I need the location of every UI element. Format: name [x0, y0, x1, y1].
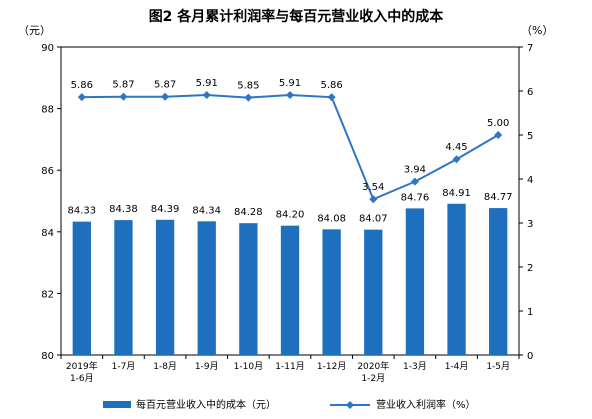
profit-rate-point — [244, 93, 253, 102]
x-axis-category-label: 2020年 — [357, 360, 389, 372]
x-axis-category-label: 2019年 — [66, 360, 98, 372]
cost-bar — [322, 229, 341, 355]
profit-rate-point — [286, 90, 294, 99]
profit-rate-label: 5.91 — [196, 78, 218, 89]
profit-rate-label: 5.87 — [154, 80, 176, 91]
left-axis-tick-label: 84 — [41, 228, 54, 239]
cost-bar — [280, 225, 300, 355]
legend-bar-label: 每百元营业收入中的成本（元） — [136, 398, 276, 411]
x-axis-category-label: 1-9月 — [195, 361, 219, 372]
x-axis-category-label: 1-6月 — [70, 373, 94, 384]
cost-bar — [447, 203, 466, 355]
x-axis-category-label: 1-3月 — [403, 361, 427, 372]
cost-bar-label: 84.77 — [484, 192, 513, 203]
left-axis-unit: （元） — [18, 24, 51, 37]
right-axis-tick-label: 4 — [527, 175, 533, 186]
profit-rate-label: 5.91 — [279, 78, 301, 89]
x-axis-category-label: 1-5月 — [486, 361, 510, 372]
profit-rate-point — [77, 93, 86, 102]
cost-bar — [155, 219, 175, 355]
profit-rate-point — [410, 177, 419, 186]
right-axis-tick-label: 3 — [527, 219, 533, 230]
profit-rate-point — [119, 92, 128, 101]
left-axis-tick-label: 86 — [41, 166, 54, 177]
x-axis-category-label: 1-7月 — [112, 361, 136, 372]
x-axis-category-label: 1-8月 — [153, 361, 177, 372]
cost-bar-label: 84.39 — [151, 204, 180, 215]
right-axis-tick-label: 0 — [527, 351, 533, 362]
x-axis-category-label: 1-11月 — [275, 361, 304, 372]
right-axis-tick-label: 2 — [527, 263, 533, 274]
left-axis-tick-label: 90 — [41, 43, 54, 54]
profit-rate-label: 4.45 — [445, 142, 467, 153]
cost-bar-label: 84.20 — [276, 210, 305, 221]
cost-bar-label: 84.34 — [192, 205, 221, 216]
cost-bar — [72, 221, 91, 355]
profit-rate-point — [369, 195, 378, 204]
left-axis-tick-label: 88 — [41, 105, 54, 116]
right-axis-tick-label: 5 — [527, 131, 533, 142]
x-axis-category-label: 1-12月 — [317, 361, 346, 372]
legend-line-marker — [346, 401, 354, 409]
legend-line-label: 营业收入利润率（%） — [376, 398, 476, 411]
right-axis-tick-label: 6 — [527, 87, 533, 98]
profit-rate-label: 5.85 — [237, 81, 259, 92]
cost-bar-label: 84.33 — [67, 206, 96, 217]
cost-bar-label: 84.76 — [401, 192, 430, 203]
cost-bar-label: 84.07 — [359, 214, 388, 225]
profit-rate-point — [202, 90, 211, 99]
profit-rate-point — [494, 131, 503, 139]
profit-rate-label: 5.87 — [112, 80, 134, 91]
cost-bar — [114, 220, 133, 355]
cost-bar-label: 84.08 — [317, 213, 346, 224]
cost-bar-label: 84.38 — [109, 204, 138, 215]
profit-rate-point — [452, 155, 461, 164]
legend-bar-swatch — [103, 401, 131, 408]
right-axis-tick-label: 7 — [527, 43, 533, 54]
x-axis-category-label: 1-10月 — [234, 361, 263, 372]
right-axis-unit: （%） — [521, 24, 554, 37]
cost-bar — [364, 229, 383, 355]
profit-rate-point — [161, 92, 170, 101]
cost-bar — [239, 223, 258, 355]
profit-rate-label: 5.86 — [71, 80, 93, 91]
profit-rate-label: 3.54 — [362, 182, 384, 193]
cost-bar — [489, 208, 508, 355]
x-axis-category-label: 1-4月 — [445, 361, 469, 372]
x-axis-category-label: 1-2月 — [361, 373, 385, 384]
profit-rate-label: 5.86 — [321, 80, 343, 91]
cost-bar-label: 84.91 — [442, 188, 471, 199]
profit-rate-line — [81, 93, 499, 201]
left-axis-tick-label: 82 — [41, 289, 54, 300]
chart-title: 图2 各月累计利润率与每百元营业收入中的成本 — [148, 9, 444, 25]
profit-rate-label: 5.00 — [487, 118, 509, 129]
cost-bar — [197, 221, 216, 355]
profit-rate-label: 3.94 — [404, 165, 426, 176]
cost-bar-label: 84.28 — [234, 207, 263, 218]
profit-rate-point — [327, 93, 336, 102]
left-axis-tick-label: 80 — [41, 351, 54, 362]
right-axis-tick-label: 1 — [527, 307, 533, 318]
cost-bar — [405, 208, 425, 355]
